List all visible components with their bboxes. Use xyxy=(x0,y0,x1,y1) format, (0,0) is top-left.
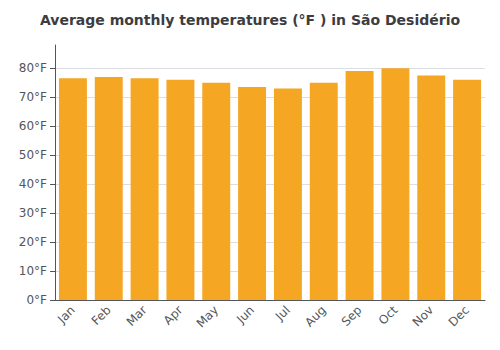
svg-text:80°F: 80°F xyxy=(19,61,47,75)
svg-text:40°F: 40°F xyxy=(19,177,47,191)
svg-text:Oct: Oct xyxy=(376,303,401,328)
svg-text:Mar: Mar xyxy=(124,303,150,329)
svg-text:Feb: Feb xyxy=(89,303,114,328)
svg-text:Jan: Jan xyxy=(54,303,78,327)
svg-text:Dec: Dec xyxy=(446,303,472,329)
svg-text:Average monthly temperatures (: Average monthly temperatures (°F ) in Sã… xyxy=(40,12,460,28)
svg-text:0°F: 0°F xyxy=(26,293,47,307)
svg-text:Apr: Apr xyxy=(161,303,186,328)
svg-text:50°F: 50°F xyxy=(19,148,47,162)
svg-text:Aug: Aug xyxy=(302,303,328,329)
svg-text:Jul: Jul xyxy=(272,303,293,324)
svg-text:20°F: 20°F xyxy=(19,235,47,249)
svg-text:10°F: 10°F xyxy=(19,264,47,278)
svg-text:Sep: Sep xyxy=(339,303,365,329)
svg-text:70°F: 70°F xyxy=(19,90,47,104)
svg-text:30°F: 30°F xyxy=(19,206,47,220)
svg-text:May: May xyxy=(194,303,221,330)
svg-text:Jun: Jun xyxy=(233,303,257,327)
svg-text:Nov: Nov xyxy=(410,303,436,329)
svg-text:60°F: 60°F xyxy=(19,119,47,133)
